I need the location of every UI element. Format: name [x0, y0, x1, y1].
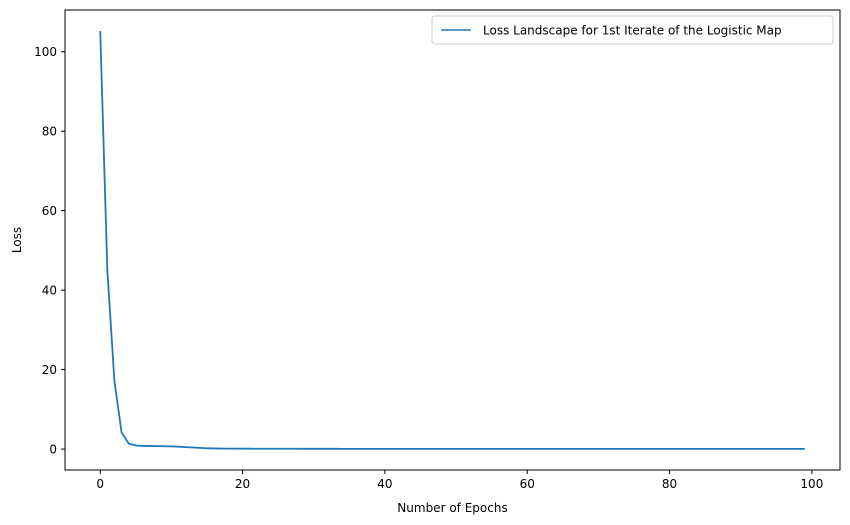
x-axis-label: Number of Epochs [397, 501, 507, 515]
x-tick-label: 80 [662, 477, 677, 491]
legend-frame [431, 15, 834, 45]
x-tick-label: 100 [800, 477, 823, 491]
x-tick-label: 0 [96, 477, 104, 491]
y-tick-label: 0 [49, 443, 57, 457]
axes-frame [64, 9, 841, 471]
legend-label: Loss Landscape for 1st Iterate of the Lo… [483, 24, 782, 38]
y-tick-label: 80 [42, 125, 57, 139]
y-tick-label: 20 [42, 363, 57, 377]
y-tick-label: 60 [42, 204, 57, 218]
x-tick-label: 60 [520, 477, 535, 491]
y-tick-label: 100 [34, 45, 57, 59]
x-tick-label: 20 [235, 477, 250, 491]
y-axis-label: Loss [10, 227, 24, 253]
legend: Loss Landscape for 1st Iterate of the Lo… [431, 15, 834, 45]
series-line-0 [99, 31, 805, 450]
axis-ticks: 0 20 40 60 80 100 0 20 40 60 80 100 [34, 45, 823, 491]
x-tick-label: 40 [377, 477, 392, 491]
y-tick-label: 40 [42, 284, 57, 298]
plot-area [99, 31, 805, 450]
